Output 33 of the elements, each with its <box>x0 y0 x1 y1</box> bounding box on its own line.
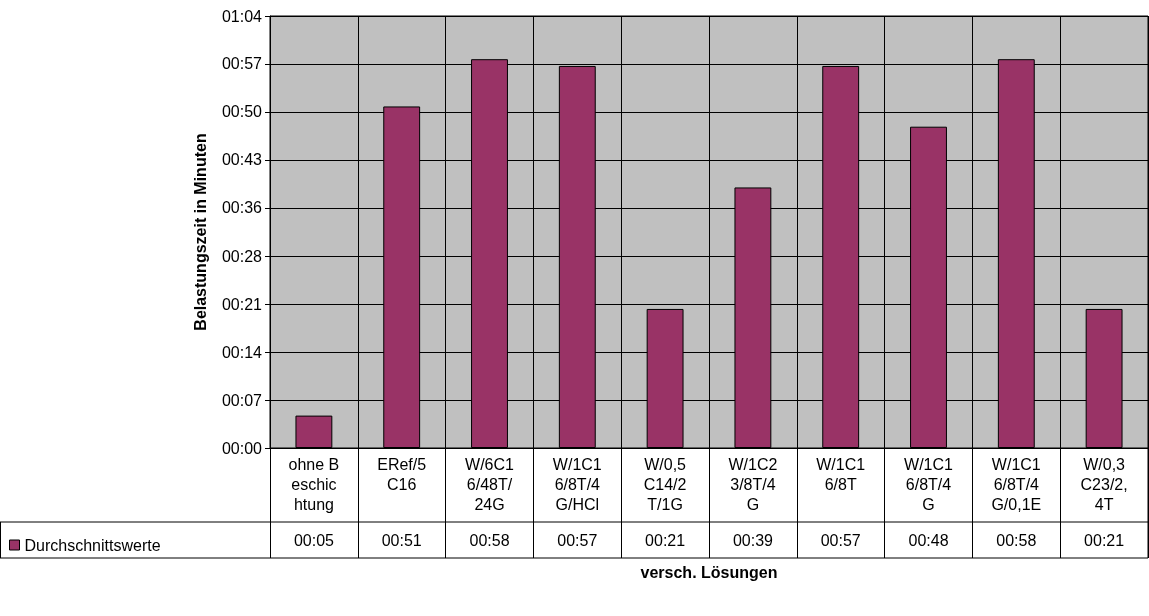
legend-label: Durchschnittswerte <box>24 536 161 554</box>
data-label: 00:58 <box>996 531 1037 549</box>
x-tick-label: ERef/5C16 <box>377 455 427 493</box>
data-label: 00:05 <box>293 531 335 549</box>
x-tick-label: W/1C16/8T/4G/HCl <box>552 455 602 513</box>
y-tick-label: 00:14 <box>221 343 263 361</box>
x-tick-label: W/1C16/8T/4G <box>904 455 954 513</box>
y-tick-label: 00:57 <box>221 55 263 73</box>
y-tick-label: 01:04 <box>221 7 263 25</box>
y-tick-label: 00:07 <box>221 391 263 409</box>
x-tick-label: W/0,3C23/2,4T <box>1080 455 1128 513</box>
y-tick-label: 00:28 <box>221 247 263 265</box>
x-axis-title: versch. Lösungen <box>640 563 778 581</box>
x-tick-label: ohne Beschichtung <box>288 455 340 513</box>
x-tick-label: W/1C16/8T <box>816 455 866 493</box>
data-label: 00:21 <box>1084 531 1125 549</box>
y-tick-label: 00:50 <box>221 103 263 121</box>
y-axis-title: Belastungszeit in Minuten <box>191 133 209 331</box>
data-label: 00:51 <box>381 531 422 549</box>
y-tick-label: 00:21 <box>221 295 263 313</box>
data-label: 00:57 <box>557 531 598 549</box>
data-label: 00:57 <box>820 531 861 549</box>
y-tick-label: 00:43 <box>221 151 263 169</box>
data-label: 00:58 <box>469 531 510 549</box>
x-tick-label: W/1C23/8T/4G <box>728 455 778 513</box>
x-tick-label: W/0,5C14/2T/1G <box>643 455 687 513</box>
y-tick-label: 00:36 <box>221 199 263 217</box>
data-label: 00:48 <box>908 531 949 549</box>
data-label: 00:21 <box>645 531 686 549</box>
y-tick-label: 00:00 <box>221 439 263 457</box>
data-label: 00:39 <box>732 531 774 549</box>
x-tick-label: W/6C16/48T/24G <box>465 455 515 513</box>
x-tick-label: W/1C16/8T/4G/0,1E <box>991 455 1042 513</box>
